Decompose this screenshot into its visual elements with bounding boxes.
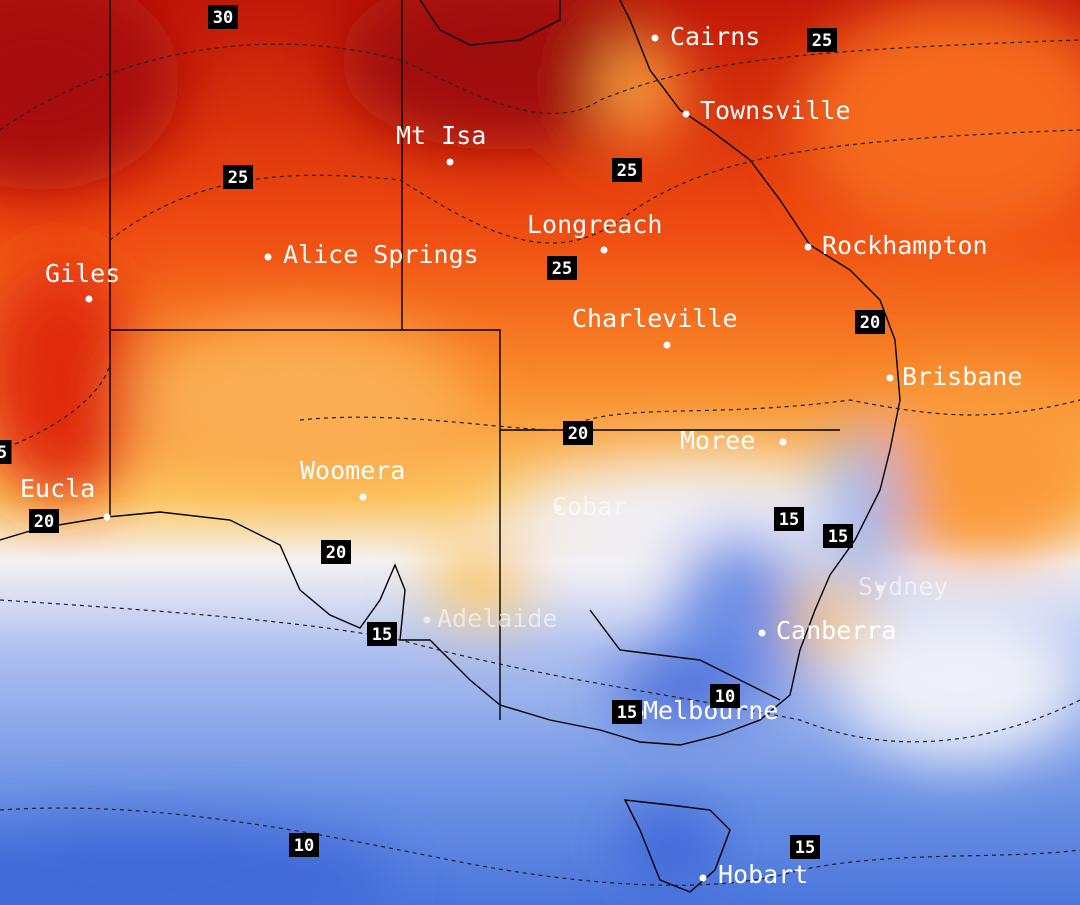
contour-label-box <box>547 256 577 280</box>
city-label: Eucla <box>20 474 95 503</box>
city-marker <box>699 874 707 882</box>
city-marker <box>876 584 884 592</box>
contour-label-box <box>790 835 820 859</box>
city-label: Longreach <box>527 210 662 239</box>
contour-label: 20 <box>568 424 588 444</box>
contour-label-box <box>29 509 59 533</box>
city-label: Cobar <box>552 492 627 521</box>
contour-label-box <box>321 540 351 564</box>
contour-label: 20 <box>860 313 880 333</box>
city-label: Mt Isa <box>396 121 486 150</box>
city-marker <box>554 504 562 512</box>
city-label: Charleville <box>572 304 738 333</box>
city-marker <box>423 616 431 624</box>
contour-label-box <box>208 5 238 29</box>
city-label: Canberra <box>776 616 896 645</box>
city-label: Woomera <box>300 456 405 485</box>
contour-label-box <box>0 440 12 464</box>
city-marker <box>779 438 787 446</box>
city-marker <box>600 246 608 254</box>
city-marker <box>886 374 894 382</box>
city-label: Rockhampton <box>822 231 988 260</box>
contour-label-box <box>774 507 804 531</box>
city-label: Giles <box>45 259 120 288</box>
contour-label-box <box>367 622 397 646</box>
city-marker <box>804 243 812 251</box>
contour-label: 15 <box>617 703 637 723</box>
city-marker <box>651 34 659 42</box>
city-marker <box>264 253 272 261</box>
contour-label: 25 <box>617 161 637 181</box>
contour-label-box <box>223 165 253 189</box>
contour-label: 25 <box>812 31 832 51</box>
contour-label-box <box>563 421 593 445</box>
contour-label-box <box>289 833 319 857</box>
contour-label-box <box>710 684 740 708</box>
contour-label-box <box>823 524 853 548</box>
city-marker <box>682 110 690 118</box>
city-marker <box>758 629 766 637</box>
contour-label: 25 <box>552 259 572 279</box>
city-label: Brisbane <box>902 362 1022 391</box>
contour-label-box <box>612 158 642 182</box>
city-marker <box>85 295 93 303</box>
contour-label: 10 <box>715 687 735 707</box>
city-marker <box>446 158 454 166</box>
city-label: Sydney <box>858 572 948 601</box>
city-label: Moree <box>680 426 755 455</box>
city-label: Adelaide <box>437 604 557 633</box>
contour-label: 5 <box>0 443 7 463</box>
contour-label: 20 <box>326 543 346 563</box>
city-marker <box>359 493 367 501</box>
contour-label: 30 <box>213 8 233 28</box>
city-label: Hobart <box>718 860 808 889</box>
borders <box>0 0 901 893</box>
city-label: Alice Springs <box>283 240 479 269</box>
contour-label-box <box>612 700 642 724</box>
contour-label: 20 <box>34 512 54 532</box>
contour-label: 15 <box>828 527 848 547</box>
contour-label: 10 <box>294 836 314 856</box>
contour-label: 15 <box>779 510 799 530</box>
contour-label: 15 <box>795 838 815 858</box>
city-label: Cairns <box>670 22 760 51</box>
city-label: Townsville <box>700 96 851 125</box>
city-marker <box>663 341 671 349</box>
contour-label-box <box>807 28 837 52</box>
city-marker <box>103 513 111 521</box>
contour-label: 15 <box>372 625 392 645</box>
contours <box>0 39 1080 886</box>
contour-label-box <box>855 310 885 334</box>
contour-label: 25 <box>228 168 248 188</box>
